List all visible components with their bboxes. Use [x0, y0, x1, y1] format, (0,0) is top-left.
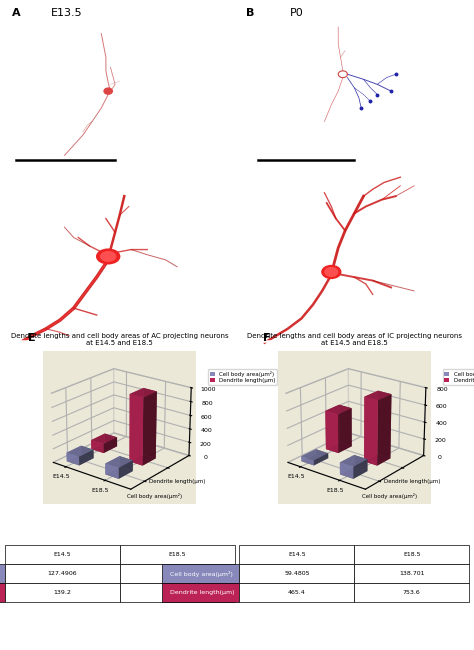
Ellipse shape	[97, 249, 119, 264]
Text: E13.5: E13.5	[46, 181, 78, 190]
Text: F: F	[263, 333, 270, 343]
Text: B: B	[246, 8, 255, 18]
Text: C: C	[12, 181, 20, 190]
Text: P0: P0	[290, 181, 304, 190]
Text: Dendrite lengths and cell body areas of AC projecting neurons
at E14.5 and E18.5: Dendrite lengths and cell body areas of …	[11, 333, 228, 346]
Text: Dendrite lengths and cell body areas of IC projecting neurons
at E14.5 and E18.5: Dendrite lengths and cell body areas of …	[247, 333, 462, 346]
Circle shape	[104, 88, 112, 94]
Text: A: A	[12, 8, 20, 18]
Text: P0: P0	[290, 8, 304, 18]
Legend: Cell body area(μm²), Dendrite length(μm): Cell body area(μm²), Dendrite length(μm)	[208, 369, 277, 385]
Text: E: E	[28, 333, 36, 343]
Text: D: D	[246, 181, 255, 190]
Ellipse shape	[325, 268, 337, 276]
Text: E13.5: E13.5	[51, 8, 82, 18]
Ellipse shape	[322, 265, 341, 278]
Ellipse shape	[100, 252, 116, 261]
Legend: Cell body area(μm²), Dendrite length(μm): Cell body area(μm²), Dendrite length(μm)	[443, 369, 474, 385]
